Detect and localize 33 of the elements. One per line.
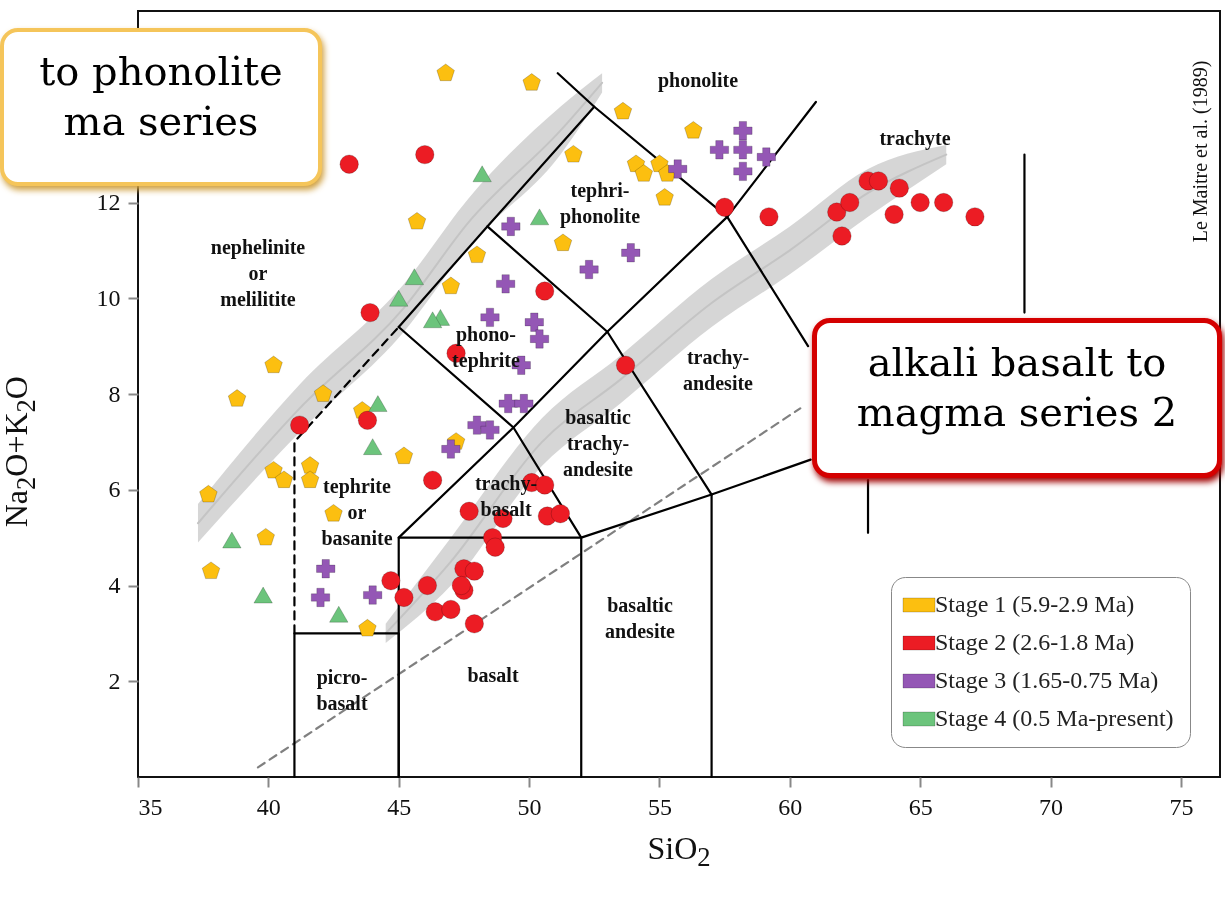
x-tick-label: 75 (1169, 793, 1194, 820)
y-tick-label: 4 (108, 572, 121, 598)
annotation: basaltic trachy- andesite (563, 405, 633, 482)
x-tick-label: 65 (908, 793, 933, 820)
annotation: trachyte (879, 126, 951, 151)
annotation: tephrite or basanite (321, 474, 393, 551)
legend-label: Stage 1 (5.9-2.9 Ma) (935, 591, 1135, 617)
annotation: basaltic andesite (605, 593, 675, 644)
y-tick-label: 8 (108, 380, 121, 407)
y2-axis-title: Le Maitre et al. (1989) (1188, 59, 1212, 245)
annotation: alkali basalt to magma series 2 (812, 318, 1222, 478)
x-tick-label: 70 (1039, 793, 1064, 820)
annotation: picro- basalt (316, 665, 368, 716)
annotation: trachy- andesite (683, 345, 753, 396)
annotation: tephri- phonolite (559, 178, 641, 229)
x-tick-label: 50 (517, 793, 542, 820)
y-tick-label: 10 (96, 284, 121, 311)
annotation: nephelinite or melilitite (210, 235, 306, 312)
x-tick-label: 35 (138, 793, 163, 820)
y-tick-label: 12 (96, 189, 121, 215)
annotation: phonolite (657, 68, 739, 93)
y-tick-label: 2 (108, 667, 121, 694)
annotation: basalt (467, 663, 519, 688)
x-tick-label: 40 (256, 793, 281, 820)
legend-label: Stage 4 (0.5 Ma-present) (935, 705, 1174, 731)
x-tick-label: 55 (647, 793, 672, 820)
y-tick-label: 6 (108, 476, 121, 503)
x-tick-label: 60 (778, 793, 803, 820)
x-tick-label: 45 (387, 793, 412, 820)
legend-label: Stage 2 (2.6-1.8 Ma) (935, 629, 1135, 655)
legend-label: Stage 3 (1.65-0.75 Ma) (935, 667, 1159, 693)
x-axis-title: SiO$_{2}$ (646, 830, 712, 874)
annotation: to phonolite ma series (0, 28, 322, 186)
